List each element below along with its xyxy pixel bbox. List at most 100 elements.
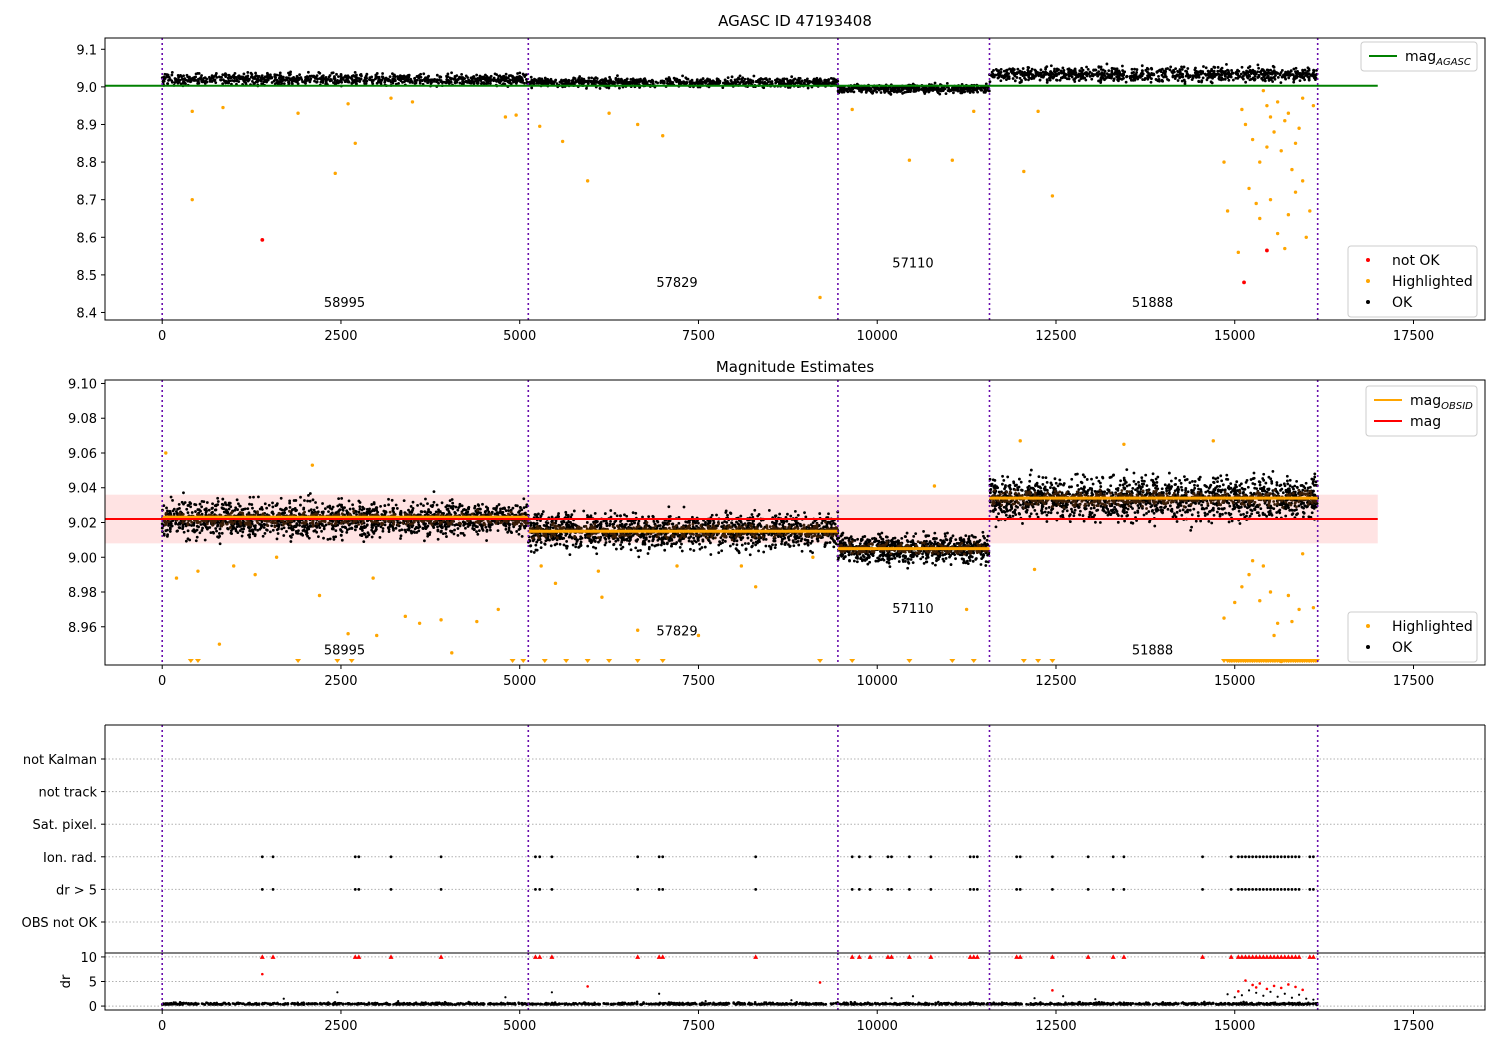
ok-point bbox=[265, 513, 269, 517]
ok-point bbox=[440, 81, 444, 85]
ok-point bbox=[1150, 77, 1153, 81]
ok-point bbox=[432, 490, 436, 494]
ok-point bbox=[571, 80, 575, 84]
ok-point bbox=[237, 74, 240, 78]
ok-point bbox=[208, 80, 212, 83]
ok-point bbox=[461, 531, 465, 535]
ok-point bbox=[698, 542, 701, 546]
ok-point bbox=[996, 73, 1000, 76]
ok-point bbox=[504, 509, 508, 513]
ok-point bbox=[394, 503, 398, 507]
ok-point bbox=[672, 76, 676, 80]
ok-point bbox=[168, 527, 172, 531]
ok-point bbox=[1074, 73, 1078, 77]
ok-point bbox=[1295, 73, 1298, 77]
ok-point bbox=[767, 80, 770, 84]
ok-point bbox=[222, 503, 225, 507]
ok-point bbox=[228, 79, 232, 83]
ok-point bbox=[1112, 77, 1116, 81]
ok-point bbox=[560, 78, 563, 82]
highlighted-point bbox=[190, 197, 194, 202]
ok-point bbox=[944, 92, 948, 96]
ok-point bbox=[289, 70, 292, 74]
ok-point bbox=[502, 523, 506, 527]
ok-point bbox=[241, 530, 245, 534]
ok-point bbox=[545, 78, 549, 82]
ok-point bbox=[460, 504, 464, 508]
ok-point bbox=[303, 80, 307, 84]
ok-point bbox=[715, 81, 718, 84]
ok-point bbox=[829, 77, 833, 80]
ok-point bbox=[240, 534, 244, 538]
ok-point bbox=[360, 534, 364, 537]
ok-point bbox=[1090, 72, 1094, 75]
ok-point bbox=[368, 507, 371, 511]
ok-point bbox=[404, 530, 408, 534]
ok-point bbox=[370, 78, 374, 82]
ok-point bbox=[473, 506, 476, 510]
ok-point bbox=[415, 531, 419, 534]
ok-point bbox=[771, 543, 774, 547]
ok-point bbox=[1026, 66, 1030, 69]
ok-point bbox=[1085, 65, 1088, 69]
ok-point bbox=[704, 523, 707, 527]
ok-point bbox=[424, 527, 428, 531]
obsid-label: 57110 bbox=[892, 256, 933, 271]
ok-point bbox=[1188, 74, 1192, 78]
ok-point bbox=[363, 79, 366, 82]
ok-point bbox=[1149, 80, 1153, 84]
ok-point bbox=[200, 80, 204, 83]
ok-point bbox=[343, 79, 347, 83]
ok-point bbox=[764, 538, 768, 541]
ok-point bbox=[382, 509, 386, 513]
ok-point bbox=[273, 73, 277, 77]
ok-point bbox=[490, 78, 494, 82]
ok-point bbox=[288, 505, 292, 509]
obsid-label: 57829 bbox=[656, 276, 697, 291]
ok-point bbox=[1160, 79, 1164, 83]
ok-point bbox=[242, 72, 246, 76]
ok-point bbox=[1063, 75, 1067, 79]
panel-title: Magnitude Estimates bbox=[716, 358, 874, 376]
ok-point bbox=[690, 78, 694, 82]
ok-point bbox=[248, 535, 252, 539]
ok-point bbox=[860, 90, 863, 94]
ok-point bbox=[498, 79, 502, 83]
ok-point bbox=[263, 75, 267, 79]
highlighted-point bbox=[1254, 201, 1258, 206]
ok-point bbox=[341, 508, 345, 512]
ok-point bbox=[340, 503, 343, 507]
ok-point bbox=[493, 507, 497, 510]
ok-point bbox=[372, 531, 376, 535]
highlighted-point bbox=[353, 141, 357, 145]
ok-point bbox=[1172, 70, 1176, 74]
ok-point bbox=[1080, 66, 1084, 70]
ok-point bbox=[452, 532, 456, 536]
ok-point bbox=[631, 79, 635, 83]
ok-point bbox=[409, 529, 413, 533]
ok-point bbox=[211, 510, 214, 514]
ok-point bbox=[218, 532, 221, 535]
ok-point bbox=[695, 81, 699, 85]
ok-point bbox=[256, 495, 260, 499]
ok-point bbox=[1245, 74, 1249, 77]
ok-point bbox=[1070, 75, 1074, 79]
y-tick-label: 8.7 bbox=[76, 194, 97, 209]
ok-point bbox=[796, 81, 800, 85]
legend-highlighted-label: Highlighted bbox=[1392, 274, 1473, 290]
ok-point bbox=[922, 90, 926, 94]
ok-point bbox=[276, 527, 280, 531]
ok-point bbox=[514, 504, 518, 507]
ok-point bbox=[345, 511, 349, 515]
ok-point bbox=[662, 80, 666, 84]
ok-point bbox=[228, 76, 232, 80]
ok-point bbox=[335, 80, 339, 83]
highlighted-point bbox=[1022, 169, 1026, 174]
ok-point bbox=[201, 526, 204, 530]
ok-point bbox=[328, 506, 332, 510]
ok-point bbox=[250, 75, 254, 79]
ok-point bbox=[1021, 67, 1025, 70]
ok-point bbox=[1110, 66, 1114, 70]
ok-point bbox=[253, 75, 256, 79]
